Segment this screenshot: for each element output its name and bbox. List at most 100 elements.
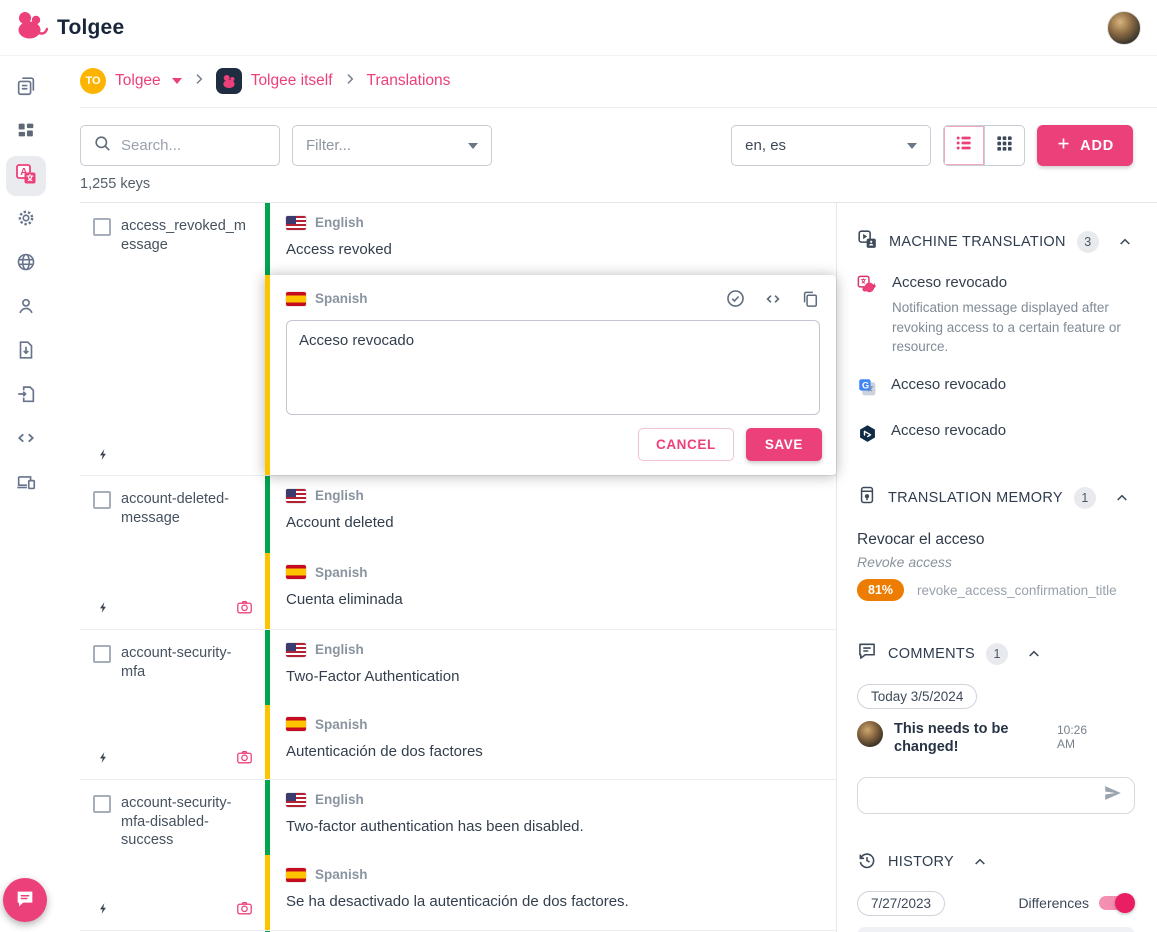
- search-input[interactable]: [121, 137, 267, 154]
- row-checkbox[interactable]: [93, 218, 111, 236]
- context-bolt-icon[interactable]: [97, 600, 110, 615]
- export-icon: [15, 339, 37, 366]
- collapse-chevron-up-icon[interactable]: [1114, 490, 1130, 506]
- deepl-icon: [857, 423, 878, 449]
- sidebar-item-import[interactable]: [6, 376, 46, 416]
- row-checkbox[interactable]: [93, 491, 111, 509]
- translation-cell-english[interactable]: English Two-Factor Authentication: [265, 630, 836, 705]
- translation-text: Cuenta eliminada: [286, 590, 403, 608]
- filter-select[interactable]: Filter...: [292, 125, 492, 166]
- translations-cell: English Two-Factor Authentication Spanis…: [265, 630, 836, 779]
- list-view-button[interactable]: [944, 126, 984, 165]
- translation-editor-textarea[interactable]: Acceso revocado: [286, 320, 820, 415]
- translations-list: access_revoked_message English Acc: [80, 203, 836, 932]
- sidebar-item-developer[interactable]: [6, 420, 46, 460]
- mt-suggestion-google[interactable]: G Acceso revocado: [857, 376, 1135, 403]
- sidebar-item-translations[interactable]: A: [6, 156, 46, 196]
- collapse-chevron-up-icon[interactable]: [1117, 234, 1133, 250]
- tm-match[interactable]: Revocar el acceso Revoke access 81% revo…: [857, 531, 1135, 602]
- key-cell[interactable]: account-deleted-message: [80, 476, 265, 629]
- row-checkbox[interactable]: [93, 645, 111, 663]
- table-row: account-security-mfa English: [80, 630, 836, 780]
- grid-view-button[interactable]: [984, 126, 1024, 165]
- sidebar-item-dashboard[interactable]: [6, 112, 46, 152]
- feedback-chat-button[interactable]: [3, 878, 47, 922]
- table-row: account-deleted-message English: [80, 476, 836, 630]
- breadcrumb: TO Tolgee Tolgee itself Translations: [80, 64, 1157, 108]
- gear-icon: [15, 207, 37, 234]
- topbar: Tolgee: [0, 0, 1157, 56]
- user-avatar[interactable]: [1107, 10, 1141, 45]
- mt-suggestion-deepl[interactable]: Acceso revocado: [857, 422, 1135, 449]
- translation-cell-english[interactable]: English Two-factor authentication has be…: [265, 780, 836, 855]
- translations-cell: English Two-factor authentication has be…: [265, 780, 836, 930]
- differences-toggle[interactable]: [1099, 893, 1135, 914]
- sidebar-item-members[interactable]: [6, 288, 46, 328]
- collapse-chevron-up-icon[interactable]: [1026, 646, 1042, 662]
- screenshot-camera-icon[interactable]: [236, 749, 253, 766]
- list-view-icon: [954, 133, 974, 158]
- comment-author-avatar[interactable]: [857, 721, 883, 748]
- plus-icon: [1056, 136, 1071, 155]
- project-avatar[interactable]: [215, 68, 242, 94]
- context-bolt-icon[interactable]: [97, 901, 110, 916]
- context-bolt-icon[interactable]: [97, 447, 110, 462]
- translation-cell-spanish[interactable]: Spanish Autenticación de dos factores: [265, 704, 836, 779]
- count-badge: 1: [985, 642, 1008, 665]
- table-row: account-security-mfa-disabled-success En…: [80, 780, 836, 931]
- breadcrumb-org[interactable]: Tolgee: [115, 72, 161, 89]
- translation-cell-english[interactable]: English Account deleted: [265, 476, 836, 553]
- translation-text: Two-factor authentication has been disab…: [286, 818, 584, 835]
- section-title: COMMENTS: [888, 645, 975, 662]
- screenshot-camera-icon[interactable]: [236, 900, 253, 917]
- code-view-icon[interactable]: [763, 289, 783, 309]
- sidebar-item-projects[interactable]: [6, 68, 46, 108]
- key-name: account-security-mfa: [121, 645, 232, 680]
- section-title: TRANSLATION MEMORY: [888, 489, 1063, 506]
- collapse-chevron-up-icon[interactable]: [972, 854, 988, 870]
- sidebar-item-settings[interactable]: [6, 200, 46, 240]
- sidebar-item-integrate[interactable]: [6, 464, 46, 504]
- table-row: access_revoked_message English Acc: [80, 203, 836, 476]
- sidebar-item-export[interactable]: [6, 332, 46, 372]
- history-header: HISTORY: [857, 850, 1135, 875]
- copy-icon[interactable]: [800, 289, 820, 309]
- history-icon: [857, 850, 877, 875]
- language-label: English: [315, 215, 364, 230]
- mt-suggestion-tolgee[interactable]: Acceso revocado Notification message dis…: [857, 274, 1135, 357]
- history-item: Acceso revocado 10:40 AM Untranslated → …: [857, 926, 1135, 932]
- cancel-button[interactable]: CANCEL: [637, 428, 734, 461]
- org-dropdown-caret-icon[interactable]: [171, 78, 182, 84]
- breadcrumb-project[interactable]: Tolgee itself: [250, 72, 333, 89]
- mt-suggestion-text: Acceso revocado: [891, 376, 1007, 394]
- comments-date-chip: Today 3/5/2024: [857, 684, 978, 710]
- tolgee-mouse-icon: [14, 8, 49, 47]
- context-bolt-icon[interactable]: [97, 750, 110, 765]
- translation-cell-spanish[interactable]: Spanish Cuenta eliminada: [265, 552, 836, 629]
- translation-cell-spanish[interactable]: Spanish Se ha desactivado la autenticaci…: [265, 855, 836, 930]
- org-avatar[interactable]: TO: [80, 68, 106, 94]
- save-button[interactable]: SAVE: [745, 428, 822, 461]
- breadcrumb-page[interactable]: Translations: [366, 72, 451, 89]
- key-cell[interactable]: account-security-mfa: [80, 630, 265, 779]
- sidebar-item-languages[interactable]: [6, 244, 46, 284]
- view-toggle: [943, 125, 1026, 166]
- send-icon[interactable]: [1102, 782, 1124, 809]
- comment-input[interactable]: [857, 776, 1135, 814]
- language-select-value: en, es: [745, 137, 787, 154]
- globe-icon: [15, 251, 37, 278]
- add-key-button[interactable]: ADD: [1037, 125, 1133, 166]
- key-cell[interactable]: account-security-mfa-disabled-success: [80, 780, 265, 930]
- row-checkbox[interactable]: [93, 795, 111, 813]
- main-content: TO Tolgee Tolgee itself Translations Fil…: [52, 56, 1157, 932]
- tolgee-logo[interactable]: Tolgee: [14, 8, 124, 47]
- key-cell[interactable]: access_revoked_message: [80, 203, 265, 475]
- translation-cell-english[interactable]: English Access revoked: [265, 203, 836, 275]
- state-check-circle-icon[interactable]: [725, 288, 746, 309]
- language-label: English: [315, 488, 364, 503]
- language-select[interactable]: en, es: [731, 125, 932, 166]
- translation-text: Account deleted: [286, 514, 394, 531]
- screenshot-camera-icon[interactable]: [236, 599, 253, 616]
- tm-match-key-name: revoke_access_confirmation_title: [917, 582, 1117, 598]
- chevron-down-icon: [907, 142, 918, 149]
